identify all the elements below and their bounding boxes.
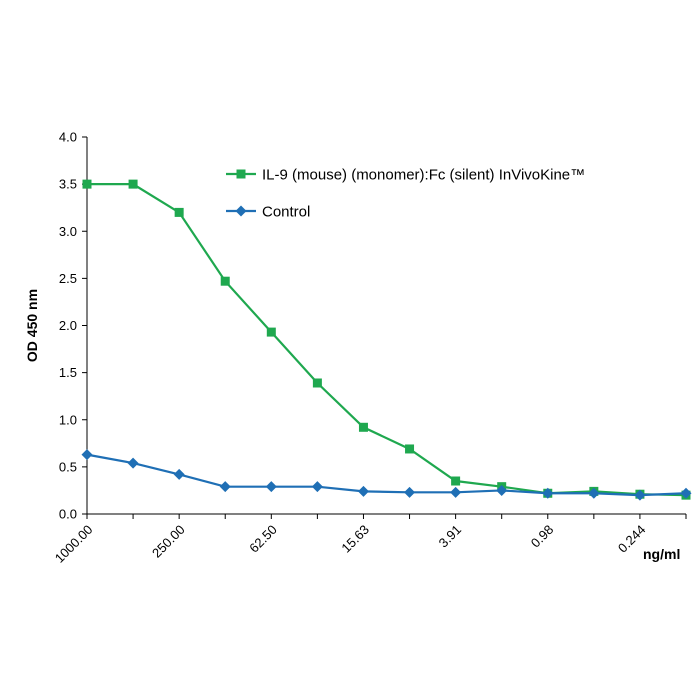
y-axis-title: OD 450 nm [24, 289, 40, 362]
data-point [404, 486, 416, 498]
x-tick-label: 15.63 [338, 522, 372, 556]
data-point [174, 207, 184, 217]
legend-item: IL-9 (mouse) (monomer):Fc (silent) InViv… [226, 167, 585, 184]
data-point [219, 481, 231, 493]
data-point [173, 468, 185, 480]
legend-item: Control [226, 204, 310, 221]
data-point [81, 449, 93, 461]
x-tick-label: 0.98 [528, 522, 557, 551]
y-tick-label: 0.5 [59, 459, 77, 474]
y-tick-label: 3.5 [59, 177, 77, 192]
data-point [265, 481, 277, 493]
data-point [311, 481, 323, 493]
series-line [87, 183, 687, 497]
series-layer [81, 179, 692, 501]
legend: IL-9 (mouse) (monomer):Fc (silent) InViv… [226, 167, 585, 221]
data-point [588, 487, 600, 499]
y-tick-label: 2.5 [59, 271, 77, 286]
data-point [127, 457, 139, 469]
data-point [220, 276, 230, 286]
legend-label: Control [262, 204, 310, 221]
legend-square-marker [236, 169, 246, 179]
y-axis-ticks: 0.0 0.5 1.0 1.5 2.0 2.5 3.0 3.5 4.0 [59, 130, 87, 522]
legend-diamond-marker [235, 205, 247, 217]
y-tick-label: 2.0 [59, 318, 77, 333]
x-tick-label: 3.91 [436, 522, 465, 551]
y-tick-label: 1.0 [59, 412, 77, 427]
data-point [450, 486, 462, 498]
data-point [680, 487, 692, 499]
x-axis-ticks: 1000.00 250.00 62.50 15.63 3.91 0.98 0.244 [52, 514, 687, 566]
data-point [358, 422, 368, 432]
y-tick-label: 0.0 [59, 507, 77, 522]
data-point [451, 476, 461, 486]
y-tick-label: 4.0 [59, 130, 77, 145]
x-tick-label: 250.00 [149, 522, 188, 561]
data-point [266, 327, 276, 337]
x-axis-title: ng/ml [643, 546, 680, 562]
data-point [542, 487, 554, 499]
series-il9-fc [82, 179, 691, 500]
x-tick-label: 1000.00 [52, 522, 96, 566]
data-point [128, 179, 138, 189]
data-point [82, 179, 92, 189]
data-point [405, 444, 415, 454]
series-line [86, 453, 687, 497]
series-control [81, 449, 692, 501]
data-point [634, 489, 646, 501]
legend-label: IL-9 (mouse) (monomer):Fc (silent) InViv… [262, 167, 585, 184]
data-point [496, 484, 508, 496]
x-tick-label: 62.50 [246, 522, 280, 556]
data-point [312, 378, 322, 388]
y-tick-label: 3.0 [59, 224, 77, 239]
y-tick-label: 1.5 [59, 365, 77, 380]
plot-area: 0.0 0.5 1.0 1.5 2.0 2.5 3.0 3.5 4.0 1000.00 250.0… [52, 130, 692, 566]
data-point [357, 485, 369, 497]
